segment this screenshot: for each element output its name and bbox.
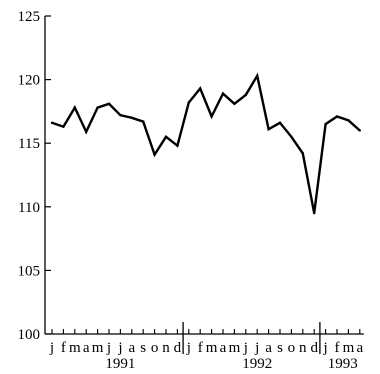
month-label: o — [288, 340, 296, 356]
data-point — [267, 128, 270, 131]
year-label: 1993 — [328, 356, 358, 372]
month-label: s — [140, 340, 146, 356]
month-label: d — [174, 340, 182, 356]
series-line — [51, 72, 361, 214]
y-tick-label: 100 — [18, 327, 41, 343]
y-tick-label: 120 — [18, 73, 41, 89]
month-label: a — [83, 340, 90, 356]
data-point — [301, 152, 304, 155]
month-label: m — [229, 340, 241, 356]
data-point — [290, 135, 293, 139]
month-label: m — [92, 340, 104, 356]
month-label: j — [323, 340, 328, 356]
month-label: j — [186, 340, 191, 356]
data-point — [130, 116, 133, 119]
month-label: a — [356, 340, 363, 356]
data-point — [153, 153, 156, 156]
month-label: m — [69, 340, 81, 356]
month-label: a — [128, 340, 135, 356]
data-point — [107, 102, 111, 105]
data-point — [210, 115, 213, 118]
month-label: m — [343, 340, 355, 356]
data-point — [164, 135, 168, 139]
month-label: a — [265, 340, 272, 356]
y-tick-label: 115 — [18, 136, 40, 152]
year-label: 1991 — [105, 356, 135, 372]
y-tick-label: 105 — [18, 263, 41, 279]
series — [50, 72, 361, 215]
month-label: n — [299, 340, 307, 356]
data-point — [256, 74, 259, 77]
data-point — [187, 101, 190, 104]
data-point — [347, 119, 350, 122]
month-label: j — [49, 340, 54, 356]
data-point — [176, 144, 179, 147]
month-label: f — [335, 340, 340, 356]
data-point — [313, 211, 316, 215]
month-label: s — [277, 340, 283, 356]
month-label: n — [162, 340, 170, 356]
data-point — [142, 120, 145, 123]
y-tick-label: 110 — [18, 200, 40, 216]
month-label: o — [151, 340, 159, 356]
data-point — [62, 125, 65, 128]
data-point — [335, 115, 339, 118]
month-label: j — [243, 340, 248, 356]
month-label: j — [254, 340, 259, 356]
data-point — [221, 92, 225, 95]
data-point — [233, 102, 236, 105]
month-label: f — [198, 340, 203, 356]
data-point — [119, 114, 122, 117]
month-label: d — [310, 340, 318, 356]
month-label: j — [106, 340, 111, 356]
data-point — [85, 130, 88, 133]
data-point — [358, 129, 361, 132]
data-point — [96, 106, 99, 109]
data-point — [278, 121, 282, 125]
data-point — [73, 106, 77, 109]
data-point — [244, 93, 247, 97]
month-label: m — [206, 340, 218, 356]
data-point — [50, 121, 54, 125]
y-axis: 100 105 110 115 120 125 — [18, 9, 51, 343]
month-label: f — [61, 340, 66, 356]
year-label: 1992 — [242, 356, 272, 372]
data-point — [324, 122, 327, 126]
data-point — [199, 87, 202, 90]
month-label: a — [220, 340, 227, 356]
y-tick-label: 125 — [18, 9, 41, 25]
month-label: j — [117, 340, 122, 356]
